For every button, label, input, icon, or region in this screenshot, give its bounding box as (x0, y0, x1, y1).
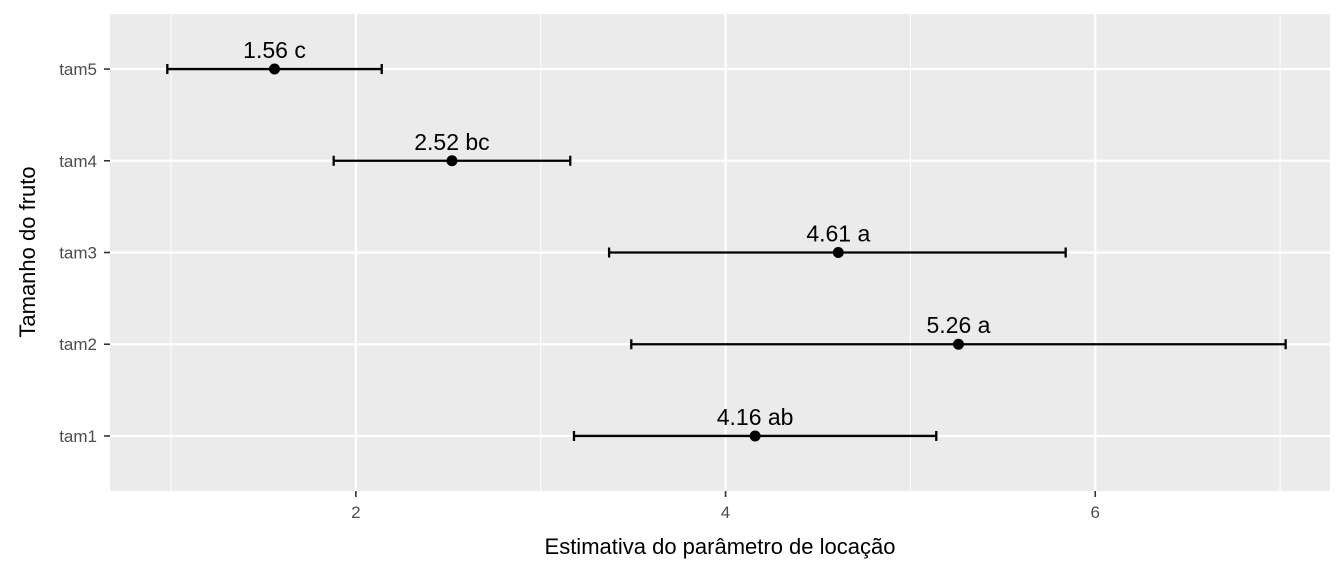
point-estimate (269, 63, 281, 75)
y-tick-label: tam5 (59, 60, 97, 79)
data-label: 2.52 bc (414, 129, 489, 155)
data-label: 1.56 c (243, 37, 306, 63)
point-estimate (749, 430, 761, 442)
point-estimate (832, 247, 844, 258)
y-tick-label: tam2 (59, 335, 97, 354)
x-tick-label: 2 (351, 503, 360, 522)
data-label: 4.16 ab (717, 404, 794, 430)
x-tick-label: 4 (721, 503, 730, 522)
y-tick-label: tam1 (59, 427, 97, 446)
point-estimate (446, 155, 458, 167)
data-label: 5.26 a (926, 312, 990, 338)
x-tick-label: 6 (1091, 503, 1100, 522)
point-estimate (952, 338, 964, 350)
y-axis: tam1 tam2 tam3 tam4 tam5 (59, 60, 110, 446)
y-axis-title: Tamanho do fruto (15, 166, 40, 337)
y-tick-label: tam4 (59, 152, 97, 171)
x-axis: 2 4 6 (351, 491, 1100, 522)
x-axis-title: Estimativa do parâmetro de locação (545, 534, 896, 559)
data-label: 4.61 a (806, 221, 870, 247)
y-tick-label: tam3 (59, 244, 97, 263)
error-bars: 4.16 ab 5.26 a 4.61 a 2.52 bc 1.56 c (166, 37, 1287, 442)
